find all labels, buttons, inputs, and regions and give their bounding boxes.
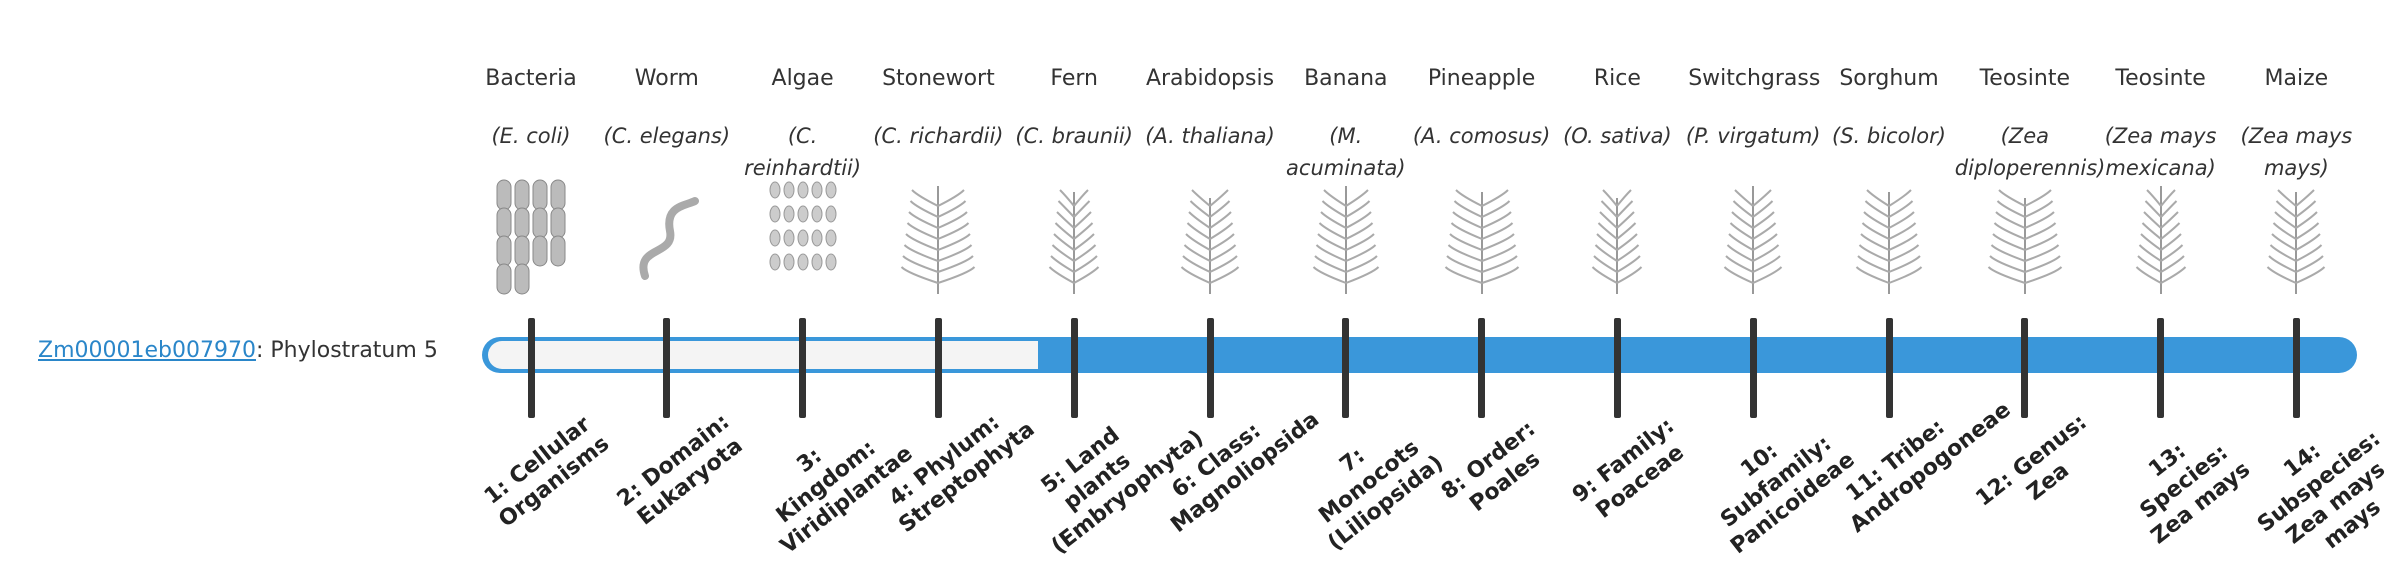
- organism-species: (M. acuminata): [1286, 124, 1406, 180]
- organism-icon: [2254, 176, 2338, 296]
- stratum-tick: [1342, 318, 1350, 418]
- organism-icon: [1847, 176, 1931, 296]
- stratum-tick: [2021, 318, 2029, 418]
- stratum-tick: [934, 318, 942, 418]
- organism-drawing: [1987, 189, 2063, 294]
- organism-species: (Zea mays mexicana): [2104, 124, 2217, 180]
- organism-icon: [761, 176, 845, 296]
- organism-species: (E. coli): [491, 124, 571, 148]
- stratum-label: 3: Kingdom: Viridiplantae: [771, 435, 918, 560]
- stratum-tick: [1206, 318, 1214, 418]
- organism-drawing: [496, 179, 566, 295]
- organism-icon: [1304, 176, 1388, 296]
- organism-species: (S. bicolor): [1832, 124, 1946, 148]
- organism-drawing: [901, 186, 976, 294]
- stratum-tick: [663, 318, 671, 418]
- organism-name: Arabidopsis: [1145, 66, 1275, 91]
- stratum-tick: [799, 318, 807, 418]
- stratum-tick: [2292, 318, 2300, 418]
- organism-species: (Zea mays mays): [2240, 124, 2353, 180]
- stratum-label: 13: Species: Zea mays: [2135, 438, 2255, 550]
- organism-name: Sorghum: [1839, 66, 1939, 91]
- stratum-bar-empty: [488, 341, 1038, 369]
- organism-drawing: [1048, 189, 1100, 294]
- stratum-fill: [1037, 337, 1046, 373]
- organism-name: Pineapple: [1427, 66, 1536, 91]
- organism-icon: [1440, 176, 1524, 296]
- organism-name: Maize: [2264, 66, 2329, 91]
- organism-name: Fern: [1050, 66, 1098, 91]
- organism-name: Banana: [1304, 66, 1388, 91]
- organism-species: (A. comosus): [1412, 124, 1551, 148]
- stratum-tick: [1613, 318, 1621, 418]
- organism-drawing: [1312, 186, 1380, 294]
- organism-drawing: [1180, 189, 1240, 294]
- stratum-label: 2: Domain: Eukaryota: [612, 409, 748, 531]
- stratum-label: 10: Subfamily: Panicoideae: [1716, 431, 1860, 560]
- organism-icon: [1711, 176, 1795, 296]
- organism-drawing: [2135, 186, 2186, 294]
- stratum-caption: : Phylostratum: [255, 338, 417, 363]
- organism-species: (C. reinhardtii): [744, 124, 862, 180]
- organism-name: Bacteria: [485, 66, 577, 91]
- organism-icon: [1032, 176, 1116, 296]
- organism-species: (Zea diploperennis): [1954, 124, 2106, 180]
- organism-species: (C. richardii): [873, 124, 1004, 148]
- organism-icon: [1983, 176, 2067, 296]
- stratum-tick: [527, 318, 535, 418]
- organism-drawing: [1723, 186, 1783, 294]
- organism-species: (A. thaliana): [1145, 124, 1275, 148]
- organism-drawing: [1444, 189, 1519, 294]
- stratum-tick: [1478, 318, 1486, 418]
- organism-name: Switchgrass: [1688, 66, 1821, 91]
- organism-species: (O. sativa): [1563, 124, 1672, 148]
- organism-name: Worm: [634, 66, 699, 91]
- organism-icon: [489, 176, 573, 296]
- organism-species: (C. elegans): [603, 124, 731, 148]
- organism-icon: [2119, 176, 2203, 296]
- organism-icon: [625, 176, 709, 296]
- organism-drawing: [769, 181, 837, 271]
- organism-species: (P. virgatum): [1685, 124, 1821, 148]
- stratum-label: 9: Family: Poaceae: [1568, 413, 1690, 524]
- stratum-tick: [2157, 318, 2165, 418]
- stratum-label: 14: Subspecies: Zea mays mays: [2253, 426, 2391, 555]
- gene-label: Zm00001eb007970: Phylostratum 5: [38, 338, 438, 363]
- organism-name: Rice: [1593, 66, 1641, 91]
- organism-icon: [1168, 176, 1252, 296]
- organism-species: (C. braunii): [1015, 124, 1133, 148]
- stratum-number: 5: [423, 338, 438, 363]
- organism-name: Stonewort: [882, 66, 995, 91]
- organism-name: Teosinte: [2115, 66, 2206, 91]
- organism-icon: [896, 176, 980, 296]
- organism-name: Teosinte: [1979, 66, 2070, 91]
- stratum-tick: [1885, 318, 1893, 418]
- organism-drawing: [1855, 189, 1923, 294]
- organism-drawing: [1592, 189, 1643, 294]
- stratum-tick: [1749, 318, 1757, 418]
- stratum-tick: [1070, 318, 1078, 418]
- organism-name: Algae: [771, 66, 834, 91]
- organism-icon: [1575, 176, 1659, 296]
- gene-link[interactable]: Zm00001eb007970: [38, 338, 256, 363]
- organism-drawing: [2267, 189, 2326, 294]
- organism-drawing: [639, 197, 699, 280]
- stratum-label: 1: Cellular Organisms: [479, 411, 615, 533]
- stratum-label: 5: Land plants (Embryophyta): [1036, 422, 1209, 560]
